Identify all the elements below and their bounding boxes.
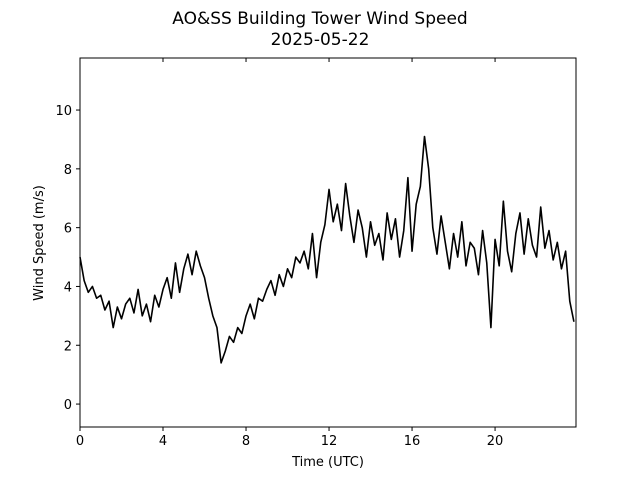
- x-tick-label: 8: [242, 434, 250, 449]
- x-tick-label: 4: [159, 434, 167, 449]
- y-tick-label: 6: [64, 222, 72, 237]
- chart-subtitle: 2025-05-22: [271, 30, 370, 50]
- y-tick-label: 10: [55, 104, 72, 119]
- x-tick-label: 20: [487, 434, 504, 449]
- data-line: [79, 135, 575, 364]
- y-tick-label: 2: [64, 339, 72, 354]
- x-tick-label: 12: [321, 434, 338, 449]
- axes-frame: [79, 57, 577, 428]
- chart-title: AO&SS Building Tower Wind Speed: [172, 9, 467, 29]
- y-tick-label: 8: [64, 163, 72, 178]
- y-axis-label: Wind Speed (m/s): [32, 185, 47, 301]
- x-axis-label: Time (UTC): [291, 455, 364, 470]
- y-tick-label: 4: [64, 280, 72, 295]
- y-tick-label: 0: [64, 398, 72, 413]
- x-tick-label: 0: [76, 434, 84, 449]
- x-tick-label: 16: [404, 434, 421, 449]
